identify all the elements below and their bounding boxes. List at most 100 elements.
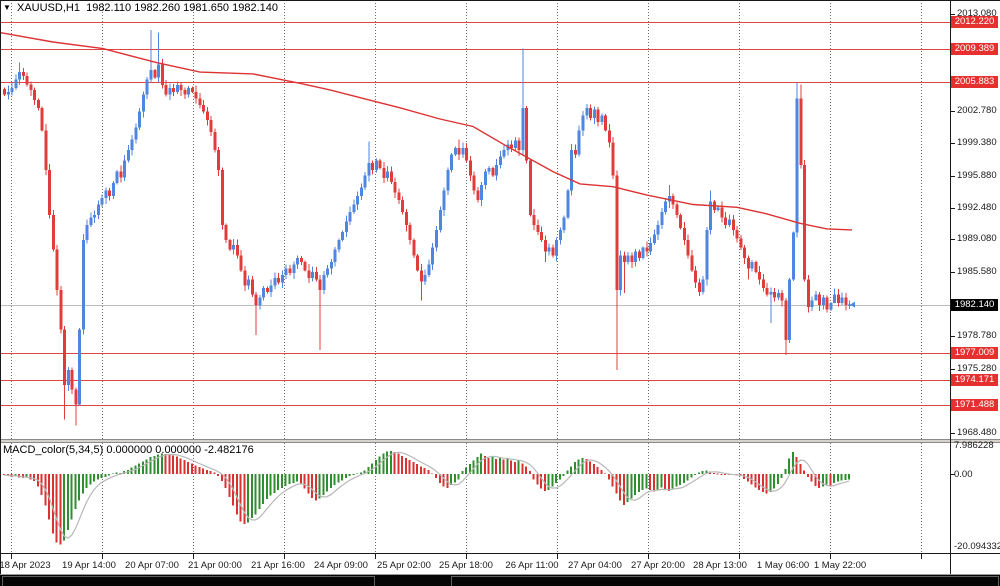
candle-body (844, 297, 848, 306)
candle-body (344, 221, 348, 232)
ohlc-open: 1982.110 (86, 2, 132, 14)
macd-histogram-bar (322, 474, 325, 495)
price-tick-label: 1995.880 (957, 170, 997, 181)
candle-body (450, 154, 454, 170)
macd-histogram-bar (596, 467, 599, 474)
macd-histogram-bar (630, 474, 633, 499)
macd-histogram-bar (513, 462, 516, 474)
candle-body (521, 107, 525, 151)
candle-body (656, 225, 660, 235)
candle-body (326, 268, 330, 275)
candle-body (652, 234, 656, 244)
candle-body (821, 297, 825, 306)
macd-histogram-bar (303, 474, 306, 489)
candle-body (292, 264, 296, 274)
pane-separator (0, 439, 1000, 443)
macd-histogram-bar (487, 457, 490, 474)
chart-dropdown-icon[interactable]: ▼ (3, 3, 11, 12)
candle-body (284, 268, 288, 275)
candle-body (108, 190, 112, 197)
macd-histogram-bar (235, 474, 238, 515)
candle-body (235, 244, 239, 256)
candle-body (750, 261, 754, 269)
candle-body (85, 225, 89, 241)
candle-body (833, 294, 837, 304)
candle-body (848, 304, 852, 306)
level-price-badge: 2012.220 (951, 16, 998, 28)
macd-histogram-bar (453, 474, 456, 483)
macd-histogram-bar (806, 474, 809, 477)
candle-body (758, 272, 762, 280)
macd-histogram-bar (848, 474, 851, 480)
candle-body (141, 94, 145, 112)
candle-body (461, 148, 465, 155)
candle-body (367, 163, 371, 176)
candle-body (374, 160, 378, 170)
candle-body (596, 109, 600, 122)
macd-histogram-bar (3, 474, 5, 476)
candle-body (78, 329, 82, 405)
time-axis-label: 1 May 22:00 (813, 560, 867, 571)
macd-histogram-bar (401, 455, 404, 474)
candle-body (119, 171, 123, 178)
macd-histogram-bar (442, 474, 445, 487)
macd-histogram-bar (187, 461, 190, 474)
macd-histogram-bar (697, 472, 700, 474)
chart-canvas[interactable] (0, 0, 1000, 574)
level-price-badge: 1977.009 (951, 347, 998, 359)
level-price-badge: 1974.171 (951, 374, 998, 386)
macd-histogram-bar (205, 469, 208, 474)
candle-body (773, 291, 777, 298)
candle-body (145, 79, 149, 95)
candle-body (247, 279, 251, 286)
macd-histogram-bar (795, 457, 798, 474)
macd-histogram-bar (70, 474, 73, 520)
candle-body (472, 175, 476, 191)
macd-histogram-bar (224, 474, 227, 488)
macd-histogram-bar (679, 474, 682, 485)
candle-body (341, 231, 345, 241)
candle-body (788, 279, 792, 340)
candle-body (682, 228, 686, 241)
macd-histogram-bar (59, 474, 62, 545)
macd-histogram-bar (93, 474, 96, 482)
candle-body (44, 130, 48, 170)
candle-body (10, 88, 14, 92)
price-tick-label: 1978.780 (957, 330, 997, 341)
candle-body (746, 258, 750, 269)
candle-body (33, 89, 37, 101)
macd-histogram-bar (14, 474, 17, 477)
background (0, 0, 1000, 574)
time-axis-label: 27 Apr 20:00 (631, 560, 685, 571)
macd-histogram-bar (29, 474, 32, 480)
candle-body (18, 72, 22, 80)
macd-histogram-bar (671, 474, 674, 489)
macd-histogram-bar (551, 474, 554, 487)
macd-histogram-bar (825, 474, 828, 485)
candle-body (619, 255, 623, 291)
macd-histogram-bar (581, 457, 584, 474)
macd-histogram-bar (397, 453, 400, 474)
status-segment-right (451, 576, 999, 586)
macd-histogram-bar (104, 474, 107, 477)
macd-histogram-bar (81, 474, 84, 494)
macd-histogram-bar (288, 474, 291, 485)
candle-body (525, 107, 529, 161)
candle-body (562, 217, 566, 230)
candle-body (111, 182, 115, 197)
candle-body (70, 369, 74, 390)
macd-histogram-bar (724, 474, 727, 475)
macd-histogram-bar (558, 474, 561, 480)
candle-body (220, 169, 224, 226)
macd-histogram-bar (476, 457, 479, 474)
status-bar (0, 574, 1000, 586)
macd-axis-zero-label: 0.00 (954, 469, 973, 480)
macd-histogram-bar (532, 474, 535, 480)
macd-histogram-bar (450, 474, 453, 486)
macd-histogram-bar (716, 473, 719, 475)
macd-histogram-bar (667, 474, 670, 492)
macd-histogram-bar (175, 456, 178, 474)
macd-histogram-bar (626, 474, 629, 502)
candle-body (840, 297, 844, 304)
candle-body (134, 127, 138, 140)
